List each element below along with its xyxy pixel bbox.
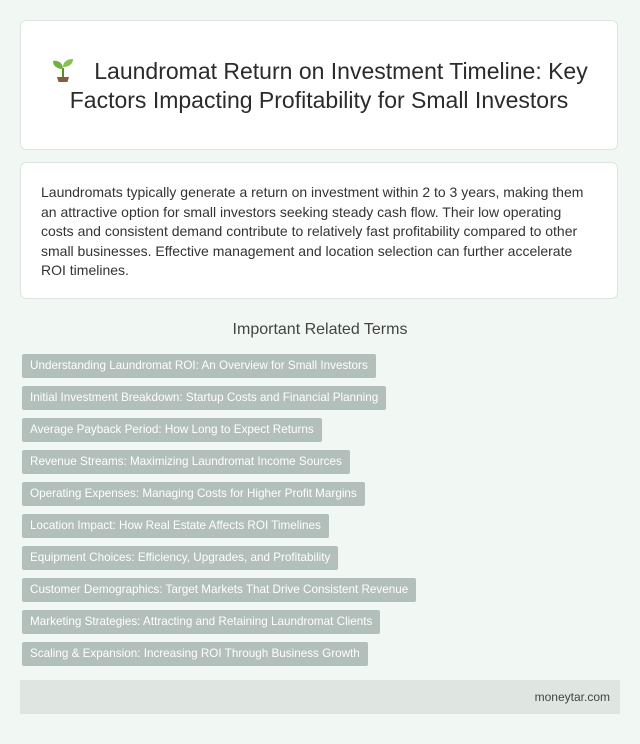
related-term-tag[interactable]: Revenue Streams: Maximizing Laundromat I… xyxy=(22,450,350,474)
related-term-tag[interactable]: Marketing Strategies: Attracting and Ret… xyxy=(22,610,381,634)
related-term-tag[interactable]: Location Impact: How Real Estate Affects… xyxy=(22,514,329,538)
related-term-tag[interactable]: Initial Investment Breakdown: Startup Co… xyxy=(22,386,387,410)
related-term-tag[interactable]: Customer Demographics: Target Markets Th… xyxy=(22,578,417,602)
related-term-tag[interactable]: Average Payback Period: How Long to Expe… xyxy=(22,418,322,442)
related-terms-heading: Important Related Terms xyxy=(232,321,408,338)
page-title: Laundromat Return on Investment Timeline… xyxy=(49,56,589,115)
footer-site-link[interactable]: moneytar.com xyxy=(534,690,610,704)
title-card: Laundromat Return on Investment Timeline… xyxy=(20,20,618,150)
related-term-tag[interactable]: Equipment Choices: Efficiency, Upgrades,… xyxy=(22,546,339,570)
related-term-tag[interactable]: Understanding Laundromat ROI: An Overvie… xyxy=(22,354,376,378)
summary-text: Laundromats typically generate a return … xyxy=(41,184,584,278)
related-terms-list: Understanding Laundromat ROI: An Overvie… xyxy=(22,354,622,674)
footer: moneytar.com xyxy=(20,680,620,714)
related-term-tag[interactable]: Operating Expenses: Managing Costs for H… xyxy=(22,482,365,506)
summary-card: Laundromats typically generate a return … xyxy=(20,162,618,299)
related-term-tag[interactable]: Scaling & Expansion: Increasing ROI Thro… xyxy=(22,642,368,666)
page-title-text: Laundromat Return on Investment Timeline… xyxy=(69,57,588,113)
sprout-icon xyxy=(53,58,74,82)
